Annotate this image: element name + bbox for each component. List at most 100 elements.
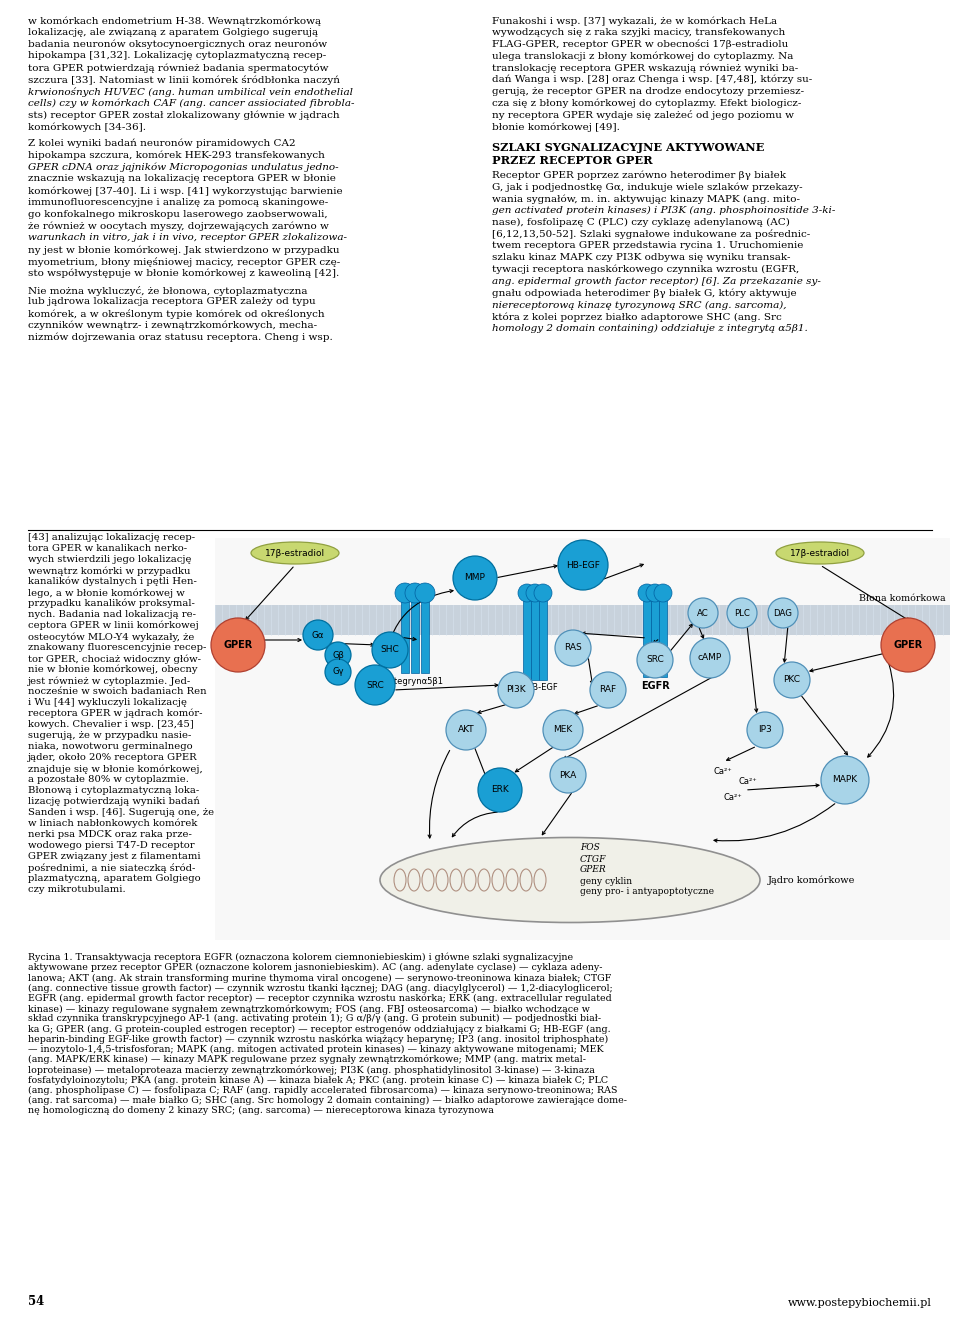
Text: RAF: RAF (599, 686, 616, 695)
Text: EGFR: EGFR (640, 681, 669, 691)
Bar (421, 588, 429, 673)
Text: loproteinase) — metaloproteaza macierzy zewnątrzkomórkowej; PI3K (ang. phosphati: loproteinase) — metaloproteaza macierzy … (28, 1066, 595, 1075)
Bar (401, 588, 409, 673)
Circle shape (395, 583, 415, 602)
Text: cza się z błony komórkowej do cytoplazmy. Efekt biologicz-: cza się z błony komórkowej do cytoplazmy… (492, 98, 802, 109)
Circle shape (646, 584, 664, 602)
Text: jest również w cytoplazmie. Jed-: jest również w cytoplazmie. Jed- (28, 677, 191, 686)
Text: ny jest w błonie komórkowej. Jak stwierdzono w przypadku: ny jest w błonie komórkowej. Jak stwierd… (28, 245, 340, 254)
Text: Z kolei wyniki badań neuronów piramidowych CA2: Z kolei wyniki badań neuronów piramidowy… (28, 139, 296, 148)
Circle shape (688, 598, 718, 628)
Text: wania sygnałów, m. in. aktywując kinazy MAPK (ang. mito-: wania sygnałów, m. in. aktywując kinazy … (492, 195, 800, 204)
Text: ka G; GPER (ang. G protein-coupled estrogen receptor) — receptor estrogenów oddz: ka G; GPER (ang. G protein-coupled estro… (28, 1025, 611, 1034)
Circle shape (821, 756, 869, 804)
Text: GPER: GPER (580, 866, 607, 874)
Text: kinase) — kinazy regulowane sygnałem zewnątrzkomórkowym; FOS (ang. FBJ osteosarc: kinase) — kinazy regulowane sygnałem zew… (28, 1004, 589, 1013)
Text: 17β-estradiol: 17β-estradiol (265, 548, 325, 557)
Circle shape (446, 710, 486, 749)
Circle shape (478, 768, 522, 812)
Text: SRC: SRC (366, 681, 384, 690)
Text: geny cyklin: geny cyklin (580, 876, 632, 886)
Bar (539, 588, 547, 681)
Text: jąder, około 20% receptora GPER: jąder, około 20% receptora GPER (28, 753, 198, 763)
Text: [6,12,13,50-52]. Szlaki sygnałowe indukowane za pośrednic-: [6,12,13,50-52]. Szlaki sygnałowe induko… (492, 229, 810, 240)
Bar (215, 538, 950, 940)
Text: tora GPER potwierdzają również badania spermatocytów: tora GPER potwierdzają również badania s… (28, 64, 328, 73)
Text: tywacji receptora naskórkowego czynnika wzrostu (EGFR,: tywacji receptora naskórkowego czynnika … (492, 265, 800, 274)
Text: myometrium, błony mięśniowej macicy, receptor GPER czę-: myometrium, błony mięśniowej macicy, rec… (28, 257, 340, 266)
Text: i Wu [44] wykluczyli lokalizację: i Wu [44] wykluczyli lokalizację (28, 698, 187, 707)
Text: przypadku kanalików proksymal-: przypadku kanalików proksymal- (28, 598, 195, 609)
Text: PKA: PKA (560, 771, 577, 780)
Text: nie w błonie komórkowej, obecny: nie w błonie komórkowej, obecny (28, 665, 198, 674)
Text: hipokampa [31,32]. Lokalizację cytoplazmatyczną recep-: hipokampa [31,32]. Lokalizację cytoplazm… (28, 52, 326, 61)
Ellipse shape (380, 838, 760, 923)
Text: Gγ: Gγ (332, 667, 344, 677)
Text: nizmów dojrzewania oraz statusu receptora. Cheng i wsp.: nizmów dojrzewania oraz statusu receptor… (28, 332, 333, 343)
Circle shape (303, 620, 333, 650)
Text: proHB-EGF: proHB-EGF (512, 683, 558, 692)
Text: warunkach in vitro, jak i in vivo, receptor GPER zlokalizowa-: warunkach in vitro, jak i in vivo, recep… (28, 233, 347, 242)
Text: Błonową i cytoplazmatyczną loka-: Błonową i cytoplazmatyczną loka- (28, 786, 200, 794)
Text: FLAG-GPER, receptor GPER w obecności 17β-estradiolu: FLAG-GPER, receptor GPER w obecności 17β… (492, 40, 788, 49)
Text: Integrynα5β1: Integrynα5β1 (387, 677, 444, 686)
Text: PRZEZ RECEPTOR GPER: PRZEZ RECEPTOR GPER (492, 155, 653, 166)
Text: lizację potwierdzają wyniki badań: lizację potwierdzają wyniki badań (28, 797, 200, 806)
Text: HB-EGF: HB-EGF (566, 560, 600, 569)
Text: niereceptorową kinazę tyrozynową SRC (ang. sarcoma),: niereceptorową kinazę tyrozynową SRC (an… (492, 301, 786, 310)
Text: DAG: DAG (774, 609, 793, 617)
Text: Błona komórkowa: Błona komórkowa (859, 594, 946, 602)
Text: twem receptora GPER przedstawia rycina 1. Uruchomienie: twem receptora GPER przedstawia rycina 1… (492, 241, 804, 250)
Text: a pozostałe 80% w cytoplazmie.: a pozostałe 80% w cytoplazmie. (28, 775, 189, 784)
Text: ceptora GPER w linii komórkowej: ceptora GPER w linii komórkowej (28, 621, 199, 630)
Circle shape (355, 665, 395, 704)
Text: ulega translokacji z błony komórkowej do cytoplazmy. Na: ulega translokacji z błony komórkowej do… (492, 52, 793, 61)
Text: MAPK: MAPK (832, 776, 857, 785)
Text: ny receptora GPER wydaje się zależeć od jego poziomu w: ny receptora GPER wydaje się zależeć od … (492, 110, 794, 120)
Text: że również w oocytach myszy, dojrzewających zarówno w: że również w oocytach myszy, dojrzewając… (28, 221, 329, 232)
Text: sts) receptor GPER został zlokalizowany głównie w jądrach: sts) receptor GPER został zlokalizowany … (28, 110, 340, 120)
Text: receptora GPER w jądrach komór-: receptora GPER w jądrach komór- (28, 708, 203, 719)
Bar (215, 605, 950, 636)
Circle shape (526, 584, 544, 602)
Text: szlaku kinaz MAPK czy PI3K odbywa się wyniku transak-: szlaku kinaz MAPK czy PI3K odbywa się wy… (492, 253, 790, 262)
Text: komórkowych [34-36].: komórkowych [34-36]. (28, 122, 146, 131)
Text: (ang. rat sarcoma) — małe białko G; SHC (ang. Src homology 2 domain containing) : (ang. rat sarcoma) — małe białko G; SHC … (28, 1096, 627, 1106)
Text: aktywowane przez receptor GPER (oznaczone kolorem jasnoniebieskim). AC (ang. ade: aktywowane przez receptor GPER (oznaczon… (28, 963, 603, 972)
Circle shape (498, 673, 534, 708)
Circle shape (453, 556, 497, 600)
Text: w liniach nabłonkowych komórek: w liniach nabłonkowych komórek (28, 820, 198, 829)
Text: immunofluorescencyjne i analizę za pomocą skaningowe-: immunofluorescencyjne i analizę za pomoc… (28, 199, 328, 207)
Text: Ca²⁺: Ca²⁺ (738, 777, 757, 786)
Text: znacznie wskazują na lokalizację receptora GPER w błonie: znacznie wskazują na lokalizację recepto… (28, 175, 336, 184)
Text: cells) czy w komórkach CAF (ang. cancer assiociated fibrobla-: cells) czy w komórkach CAF (ang. cancer … (28, 98, 354, 109)
Text: AC: AC (697, 609, 708, 617)
Circle shape (518, 584, 536, 602)
Text: FOS: FOS (580, 843, 600, 853)
Circle shape (881, 618, 935, 673)
Ellipse shape (776, 542, 864, 564)
Text: SZLAKI SYGNALIZACYJNE AKTYWOWANE: SZLAKI SYGNALIZACYJNE AKTYWOWANE (492, 142, 764, 154)
Text: Receptor GPER poprzez zarówno heterodimer βγ białek: Receptor GPER poprzez zarówno heterodime… (492, 171, 786, 180)
Text: wywodzących się z raka szyjki macicy, transfekowanych: wywodzących się z raka szyjki macicy, tr… (492, 28, 785, 37)
Text: czy mikrotubulami.: czy mikrotubulami. (28, 884, 126, 894)
Text: EGFR (ang. epidermal growth factor receptor) — receptor czynnika wzrostu naskórk: EGFR (ang. epidermal growth factor recep… (28, 994, 612, 1004)
Text: badania neuronów oksytocynoergicznych oraz neuronów: badania neuronów oksytocynoergicznych or… (28, 40, 327, 49)
Circle shape (654, 584, 672, 602)
Text: nase), fosfolipazę C (PLC) czy cyklazę adenylanową (AC): nase), fosfolipazę C (PLC) czy cyklazę a… (492, 218, 790, 226)
Text: niaka, nowotworu germinalnego: niaka, nowotworu germinalnego (28, 741, 193, 751)
Text: MEK: MEK (553, 726, 572, 735)
Text: translokację receptora GPER wskazują również wyniki ba-: translokację receptora GPER wskazują rów… (492, 64, 799, 73)
Text: lego, a w błonie komórkowej w: lego, a w błonie komórkowej w (28, 588, 184, 597)
Text: go konfokalnego mikroskopu laserowego zaobserwowali,: go konfokalnego mikroskopu laserowego za… (28, 209, 327, 218)
Text: szczura [33]. Natomiast w linii komórek śródbłonka naczyń: szczura [33]. Natomiast w linii komórek … (28, 75, 340, 85)
Text: IP3: IP3 (758, 726, 772, 735)
Text: [43] analizując lokalizację recep-: [43] analizując lokalizację recep- (28, 534, 195, 542)
Text: dań Wanga i wsp. [28] oraz Chenga i wsp. [47,48], którzy su-: dań Wanga i wsp. [28] oraz Chenga i wsp.… (492, 75, 812, 85)
Circle shape (372, 632, 408, 669)
Text: PI3K: PI3K (506, 686, 526, 695)
Circle shape (747, 712, 783, 748)
Text: nerki psa MDCK oraz raka prze-: nerki psa MDCK oraz raka prze- (28, 830, 192, 839)
Text: Gβ: Gβ (332, 650, 344, 659)
Text: nocześnie w swoich badaniach Ren: nocześnie w swoich badaniach Ren (28, 687, 206, 696)
